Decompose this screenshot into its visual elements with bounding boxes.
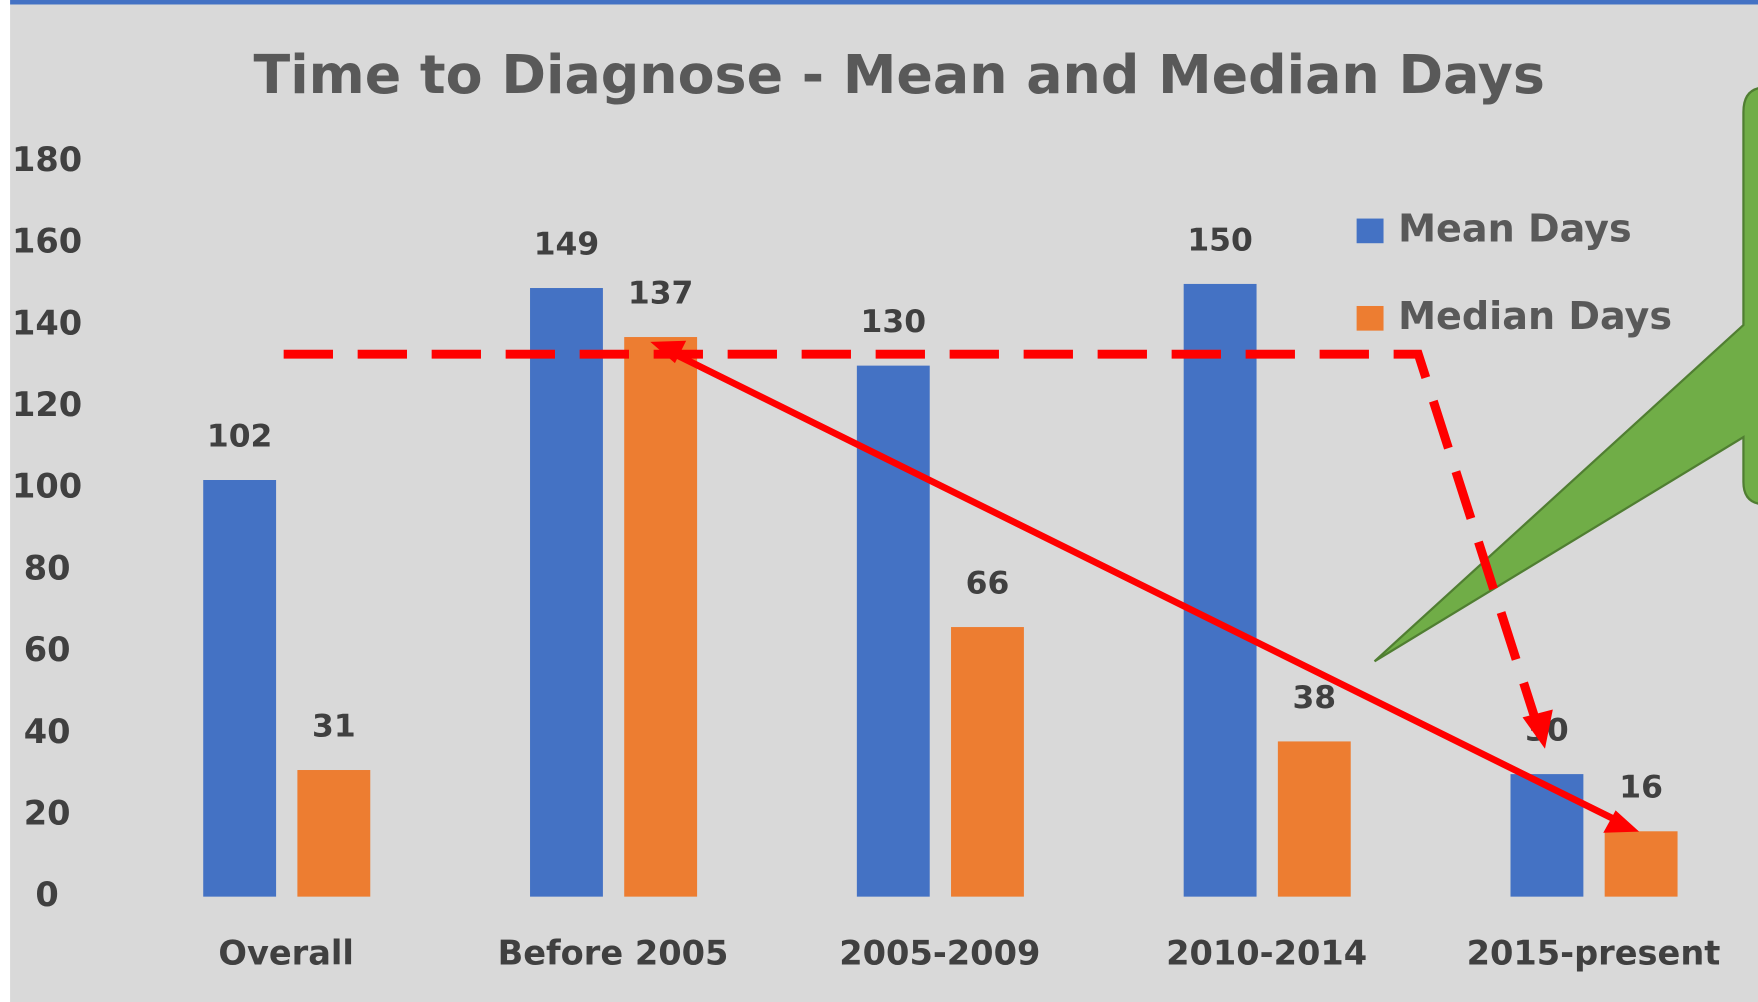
bar (297, 770, 371, 897)
chart-title: Time to Diagnose - Mean and Median Days (253, 43, 1544, 106)
bar (1604, 831, 1678, 897)
x-tick-label: Overall (218, 933, 354, 972)
data-label: 102 (207, 418, 273, 454)
y-tick-label: 140 (12, 303, 82, 342)
bar (1277, 741, 1351, 897)
legend-label: Median Days (1398, 294, 1672, 338)
data-label: 130 (861, 304, 927, 340)
x-tick-label: 2010-2014 (1166, 933, 1367, 972)
y-tick-label: 180 (12, 140, 82, 179)
data-label: 137 (628, 275, 694, 311)
data-label: 66 (966, 565, 1010, 601)
y-tick-label: 40 (24, 712, 71, 751)
arrow-head (650, 340, 687, 364)
legend-swatch (1356, 305, 1384, 331)
bar (624, 337, 698, 897)
bar (530, 288, 603, 897)
annotations (283, 87, 1758, 833)
data-label: 31 (312, 708, 356, 744)
y-tick-label: 60 (24, 630, 71, 669)
dashed-arrow (283, 349, 1543, 730)
legend-swatch (1356, 218, 1384, 244)
y-tick-label: 100 (12, 467, 82, 506)
legend: Mean Days Median Days (1356, 206, 1672, 338)
y-tick-label: 20 (24, 793, 71, 832)
x-tick-label: 2015-present (1467, 933, 1721, 972)
y-tick-label: 120 (12, 385, 82, 424)
y-tick-label: 160 (12, 222, 82, 261)
y-tick-label: 80 (24, 548, 71, 587)
bar (1183, 283, 1257, 897)
left-edge (0, 0, 11, 1002)
data-label: 38 (1292, 680, 1336, 716)
data-label: 150 (1187, 222, 1253, 258)
callout (1373, 87, 1758, 663)
solid-arrow (671, 350, 1616, 823)
bar (203, 480, 277, 897)
top-border (0, 0, 1758, 5)
y-tick-label: 0 (35, 875, 58, 914)
x-tick-label: Before 2005 (498, 933, 729, 972)
arrow-head (1522, 709, 1553, 749)
legend-label: Mean Days (1398, 206, 1632, 250)
bar (951, 627, 1024, 897)
bar (1510, 774, 1584, 897)
x-tick-label: 2005-2009 (839, 933, 1040, 972)
data-label: 149 (534, 226, 600, 262)
plot: 0 20 40 60 80 100 120 140 160 180 Overall 102 31 Befo… (12, 140, 1720, 973)
arrow-head (1603, 810, 1640, 833)
bar (856, 365, 930, 897)
data-label: 16 (1619, 770, 1663, 806)
